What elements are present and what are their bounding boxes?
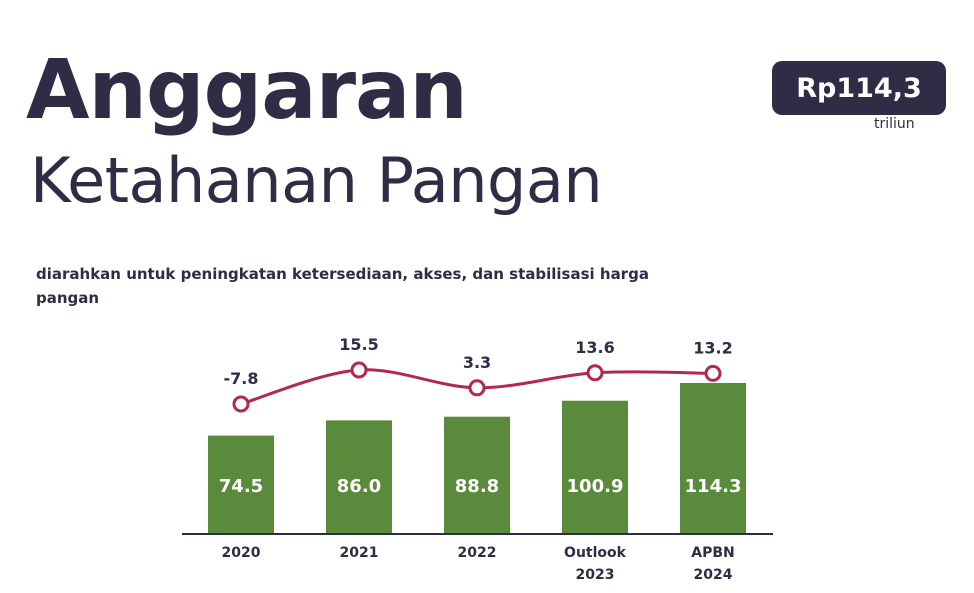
growth-point	[704, 364, 722, 382]
total-budget-unit: triliun	[874, 116, 915, 132]
x-tick-label: 2024	[694, 567, 733, 583]
bar	[444, 416, 510, 534]
growth-point	[468, 379, 486, 397]
x-tick-label: 2020	[222, 545, 261, 561]
growth-value-label: 3.3	[463, 353, 491, 372]
growth-value-label: 15.5	[339, 335, 378, 354]
page-subtitle: Ketahanan Pangan	[30, 144, 603, 217]
x-tick-label: 2021	[340, 545, 379, 561]
x-tick-label: 2022	[458, 545, 497, 561]
x-tick-label: Outlook	[564, 545, 627, 561]
growth-point	[232, 395, 250, 413]
page-title: Anggaran	[26, 43, 468, 138]
growth-point	[586, 364, 604, 382]
bar-value-label: 114.3	[685, 476, 742, 497]
bar-value-label: 100.9	[567, 476, 624, 497]
growth-value-label: -7.8	[224, 369, 259, 388]
growth-point	[350, 361, 368, 379]
bar-value-label: 74.5	[219, 476, 263, 497]
bar-value-label: 88.8	[455, 476, 499, 497]
bar	[208, 435, 274, 534]
bar	[562, 400, 628, 534]
growth-value-label: 13.2	[693, 338, 732, 357]
total-budget-badge: Rp114,3	[772, 61, 946, 115]
x-tick-label: APBN	[691, 545, 734, 561]
x-tick-label: 2023	[576, 567, 615, 583]
bar	[680, 383, 746, 534]
growth-value-label: 13.6	[575, 338, 614, 357]
description: diarahkan untuk peningkatan ketersediaan…	[36, 265, 649, 307]
bar	[326, 420, 392, 534]
bar-value-label: 86.0	[337, 476, 381, 497]
